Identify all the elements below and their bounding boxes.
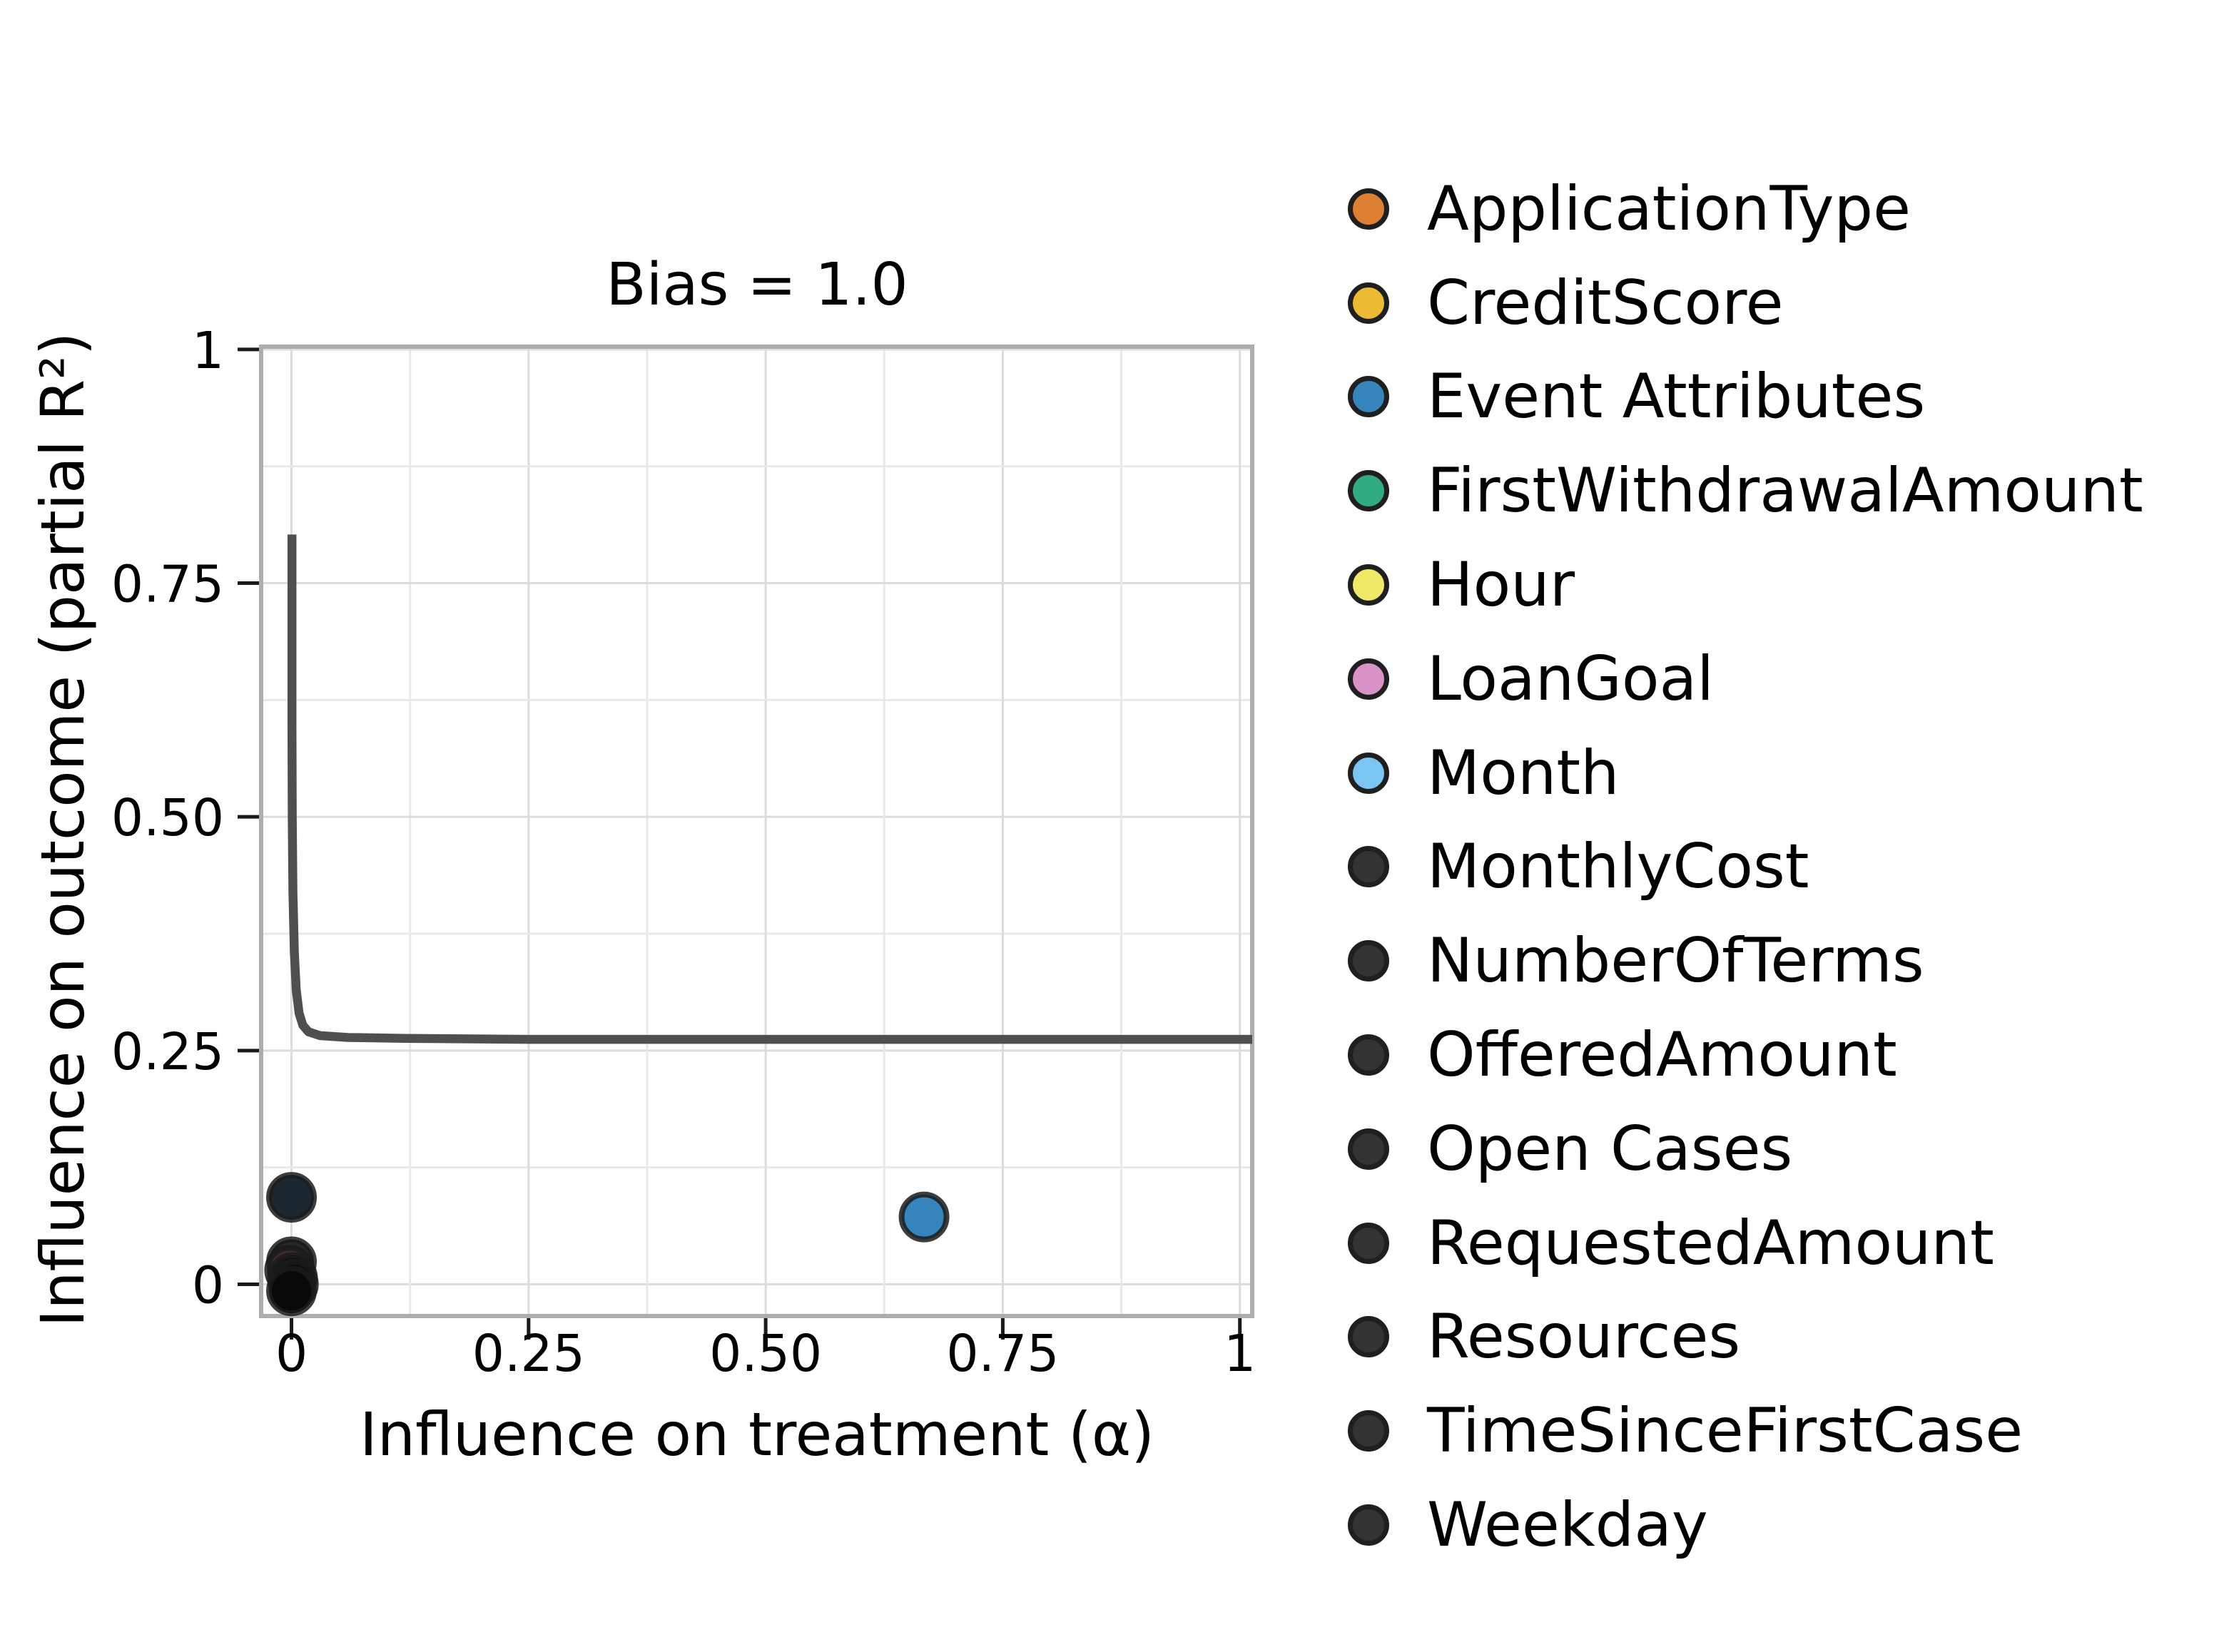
legend-item-label: FirstWithdrawalAmount [1427, 455, 2143, 527]
x-tick-label: 0.75 [946, 1324, 1059, 1383]
legend-item: TimeSinceFirstCase [1348, 1384, 2143, 1478]
legend-swatch-icon [1348, 564, 1389, 606]
legend-swatch-icon [1348, 658, 1389, 700]
legend-swatch-icon [1348, 940, 1389, 982]
legend-item-label: Weekday [1427, 1489, 1708, 1561]
legend-item: Month [1348, 726, 2143, 820]
y-tick-label: 0.75 [111, 555, 224, 614]
legend-item-label: MonthlyCost [1427, 831, 1809, 903]
x-tick-label: 0.25 [472, 1324, 585, 1383]
scatter-point [266, 1265, 318, 1317]
legend-item-label: OfferedAmount [1427, 1019, 1897, 1091]
scatter-point [266, 1172, 318, 1223]
legend-item: RequestedAmount [1348, 1196, 2143, 1290]
x-tick-label: 0.50 [709, 1324, 822, 1383]
legend-swatch-icon [1348, 188, 1389, 230]
legend-item: LoanGoal [1348, 632, 2143, 726]
legend-item-label: ApplicationType [1427, 173, 1911, 245]
chart-title: Bias = 1.0 [606, 251, 908, 319]
legend-item: Weekday [1348, 1478, 2143, 1572]
legend-item: OfferedAmount [1348, 1008, 2143, 1102]
legend-item: CreditScore [1348, 256, 2143, 350]
x-axis-label: Influence on treatment (α) [360, 1399, 1154, 1469]
legend-item: ApplicationType [1348, 162, 2143, 256]
legend-swatch-icon [1348, 376, 1389, 418]
legend-item: MonthlyCost [1348, 820, 2143, 914]
legend-item-label: RequestedAmount [1427, 1207, 1994, 1279]
legend-swatch-icon [1348, 1222, 1389, 1264]
plot-spines [259, 345, 1254, 1318]
bias-frontier-curve [287, 534, 1252, 1044]
legend-item: Resources [1348, 1290, 2143, 1385]
legend-item-label: LoanGoal [1427, 643, 1715, 715]
legend-item-label: Resources [1427, 1301, 1741, 1373]
legend-item: Open Cases [1348, 1102, 2143, 1196]
legend-swatch-icon [1348, 470, 1389, 512]
y-tick-label: 0 [192, 1255, 224, 1315]
x-tick-label: 1 [1224, 1324, 1256, 1383]
y-tick-label: 0.25 [111, 1022, 224, 1081]
legend-swatch-icon [1348, 846, 1389, 888]
legend-item: NumberOfTerms [1348, 914, 2143, 1008]
legend-swatch-icon [1348, 752, 1389, 794]
scatter-point [898, 1191, 950, 1243]
legend-swatch-icon [1348, 1034, 1389, 1076]
legend-item-label: TimeSinceFirstCase [1427, 1395, 2023, 1467]
y-axis-label: Influence on outcome (partial R²) [28, 332, 98, 1327]
legend-swatch-icon [1348, 282, 1389, 324]
legend-swatch-icon [1348, 1504, 1389, 1546]
legend-item-label: Event Attributes [1427, 361, 1926, 433]
legend: ApplicationType CreditScore Event Attribut… [1348, 162, 2143, 1572]
legend-item-label: Month [1427, 737, 1620, 809]
y-tick-label: 1 [192, 321, 224, 380]
legend-item-label: Open Cases [1427, 1113, 1793, 1185]
x-tick-label: 0 [275, 1324, 308, 1383]
legend-item: Event Attributes [1348, 350, 2143, 444]
legend-item: Hour [1348, 538, 2143, 632]
legend-swatch-icon [1348, 1128, 1389, 1170]
legend-swatch-icon [1348, 1316, 1389, 1358]
y-tick-label: 0.50 [111, 788, 224, 847]
legend-swatch-icon [1348, 1410, 1389, 1452]
legend-item-label: CreditScore [1427, 267, 1784, 339]
legend-item-label: Hour [1427, 549, 1575, 621]
legend-item: FirstWithdrawalAmount [1348, 444, 2143, 538]
legend-item-label: NumberOfTerms [1427, 925, 1924, 997]
